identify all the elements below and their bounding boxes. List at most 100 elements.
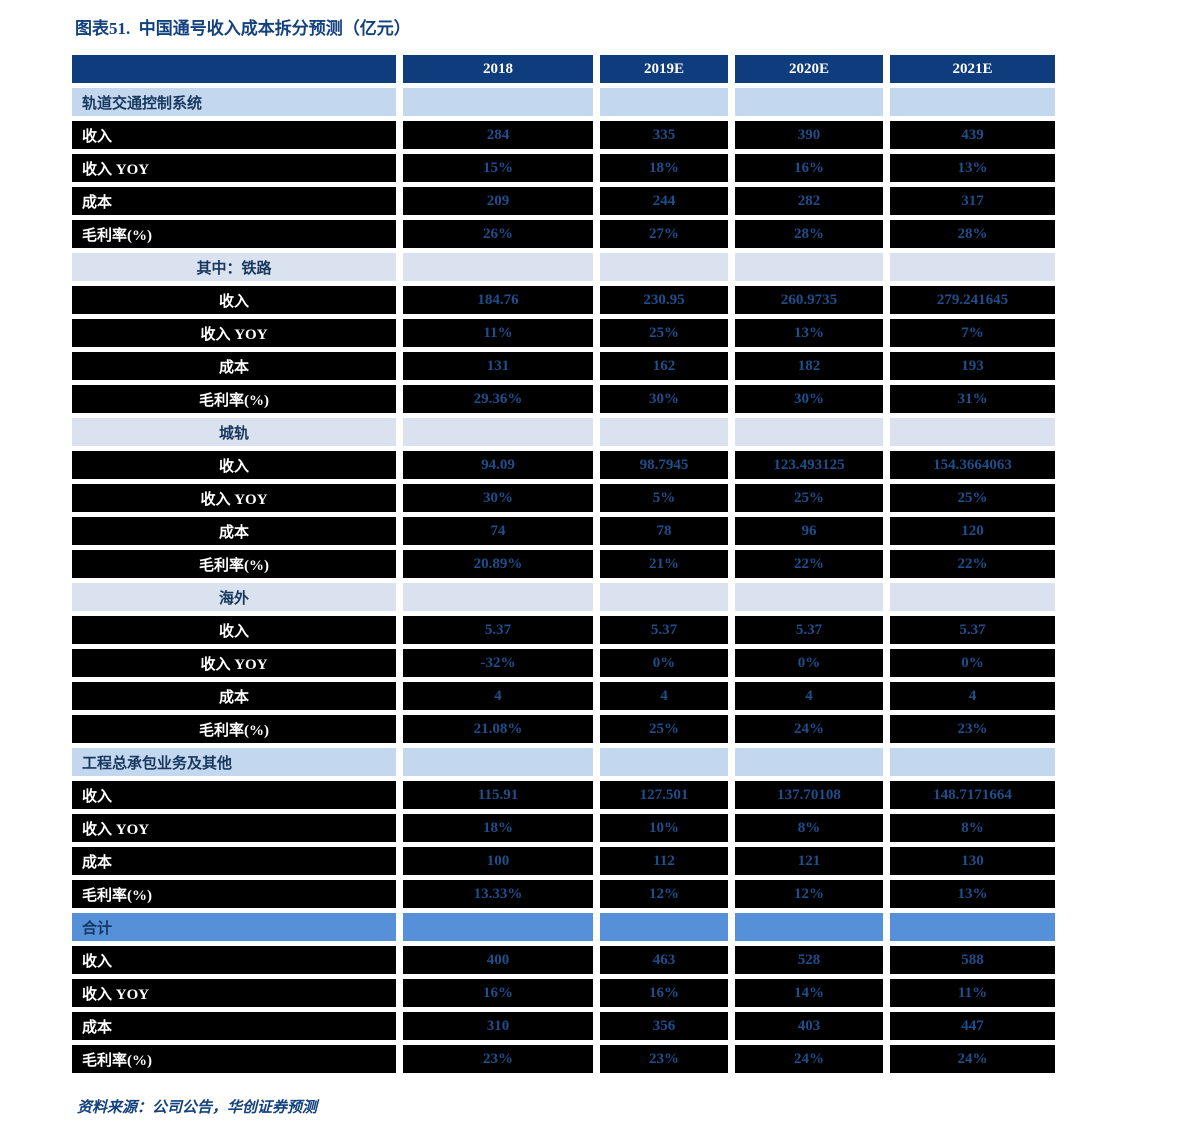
value-cell: 24% <box>735 715 883 743</box>
data-row: 收入 YOY 30% 5% 25% 25% <box>72 484 1055 512</box>
data-row: 收入 YOY 11% 25% 13% 7% <box>72 319 1055 347</box>
value-cell: 4 <box>403 682 593 710</box>
section-empty-cell <box>403 88 593 116</box>
value-cell: 21% <box>600 550 728 578</box>
data-row: 成本 4 4 4 4 <box>72 682 1055 710</box>
data-row: 成本 100 112 121 130 <box>72 847 1055 875</box>
value-cell: 154.3664063 <box>890 451 1055 479</box>
value-cell: 15% <box>403 154 593 182</box>
section-empty-cell <box>735 418 883 446</box>
section-empty-cell <box>600 88 728 116</box>
row-label: 收入 <box>72 781 396 809</box>
value-cell: 10% <box>600 814 728 842</box>
value-cell: 148.7171664 <box>890 781 1055 809</box>
value-cell: 12% <box>735 880 883 908</box>
data-row: 收入 400 463 528 588 <box>72 946 1055 974</box>
value-cell: 310 <box>403 1012 593 1040</box>
data-row: 收入 184.76 230.95 260.9735 279.241645 <box>72 286 1055 314</box>
data-row: 收入 5.37 5.37 5.37 5.37 <box>72 616 1055 644</box>
value-cell: 25% <box>600 319 728 347</box>
value-cell: 162 <box>600 352 728 380</box>
value-cell: 16% <box>600 979 728 1007</box>
data-row: 毛利率(%) 26% 27% 28% 28% <box>72 220 1055 248</box>
forecast-table: 2018 2019E 2020E 2021E 轨道交通控制系统 收入 284 335 3… <box>65 50 1062 1078</box>
value-cell: 24% <box>890 1045 1055 1073</box>
section-label: 海外 <box>72 583 396 611</box>
row-label: 成本 <box>72 682 396 710</box>
value-cell: 13% <box>890 154 1055 182</box>
row-label: 收入 YOY <box>72 649 396 677</box>
row-label: 收入 YOY <box>72 979 396 1007</box>
value-cell: 28% <box>735 220 883 248</box>
value-cell: 25% <box>600 715 728 743</box>
row-label: 收入 YOY <box>72 484 396 512</box>
value-cell: 98.7945 <box>600 451 728 479</box>
section-empty-cell <box>890 748 1055 776</box>
value-cell: 137.70108 <box>735 781 883 809</box>
value-cell: 16% <box>735 154 883 182</box>
value-cell: 25% <box>735 484 883 512</box>
value-cell: 30% <box>735 385 883 413</box>
value-cell: 230.95 <box>600 286 728 314</box>
data-row: 毛利率(%) 23% 23% 24% 24% <box>72 1045 1055 1073</box>
data-row: 成本 209 244 282 317 <box>72 187 1055 215</box>
value-cell: 22% <box>735 550 883 578</box>
value-cell: 7% <box>890 319 1055 347</box>
data-row: 收入 YOY 18% 10% 8% 8% <box>72 814 1055 842</box>
value-cell: 28% <box>890 220 1055 248</box>
value-cell: 260.9735 <box>735 286 883 314</box>
value-cell: -32% <box>403 649 593 677</box>
corner-header-cell <box>72 55 396 83</box>
section-label: 合计 <box>72 913 396 941</box>
section-row: 轨道交通控制系统 <box>72 88 1055 116</box>
section-empty-cell <box>735 583 883 611</box>
section-row: 其中：铁路 <box>72 253 1055 281</box>
section-empty-cell <box>735 748 883 776</box>
row-label: 收入 <box>72 286 396 314</box>
value-cell: 463 <box>600 946 728 974</box>
value-cell: 26% <box>403 220 593 248</box>
value-cell: 439 <box>890 121 1055 149</box>
value-cell: 18% <box>403 814 593 842</box>
value-cell: 20.89% <box>403 550 593 578</box>
value-cell: 31% <box>890 385 1055 413</box>
data-row: 成本 310 356 403 447 <box>72 1012 1055 1040</box>
section-empty-cell <box>403 913 593 941</box>
value-cell: 131 <box>403 352 593 380</box>
row-label: 毛利率(%) <box>72 385 396 413</box>
data-row: 成本 74 78 96 120 <box>72 517 1055 545</box>
section-empty-cell <box>890 583 1055 611</box>
value-cell: 74 <box>403 517 593 545</box>
value-cell: 27% <box>600 220 728 248</box>
value-cell: 335 <box>600 121 728 149</box>
section-label: 工程总承包业务及其他 <box>72 748 396 776</box>
value-cell: 279.241645 <box>890 286 1055 314</box>
value-cell: 23% <box>890 715 1055 743</box>
value-cell: 182 <box>735 352 883 380</box>
value-cell: 21.08% <box>403 715 593 743</box>
value-cell: 5% <box>600 484 728 512</box>
section-empty-cell <box>403 418 593 446</box>
figure-title: 图表51. 中国通号收入成本拆分预测（亿元） <box>75 19 411 38</box>
data-row: 毛利率(%) 13.33% 12% 12% 13% <box>72 880 1055 908</box>
value-cell: 4 <box>890 682 1055 710</box>
section-empty-cell <box>600 253 728 281</box>
row-label: 成本 <box>72 517 396 545</box>
section-empty-cell <box>890 88 1055 116</box>
data-row: 毛利率(%) 29.36% 30% 30% 31% <box>72 385 1055 413</box>
row-label: 毛利率(%) <box>72 1045 396 1073</box>
value-cell: 29.36% <box>403 385 593 413</box>
row-label: 收入 YOY <box>72 154 396 182</box>
value-cell: 5.37 <box>403 616 593 644</box>
value-cell: 115.91 <box>403 781 593 809</box>
section-empty-cell <box>735 88 883 116</box>
source-note: 资料来源：公司公告，华创证券预测 <box>77 1100 318 1116</box>
row-label: 收入 YOY <box>72 814 396 842</box>
data-row: 收入 YOY 16% 16% 14% 11% <box>72 979 1055 1007</box>
data-row: 毛利率(%) 20.89% 21% 22% 22% <box>72 550 1055 578</box>
value-cell: 209 <box>403 187 593 215</box>
column-header-2021e: 2021E <box>890 55 1055 83</box>
value-cell: 282 <box>735 187 883 215</box>
value-cell: 193 <box>890 352 1055 380</box>
value-cell: 30% <box>600 385 728 413</box>
